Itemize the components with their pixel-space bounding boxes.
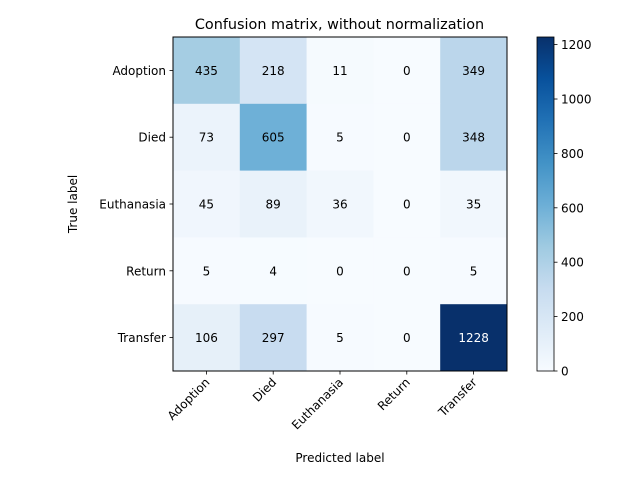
heatmap-cell <box>173 237 241 305</box>
heatmap-cell <box>373 37 441 105</box>
heatmap-cell <box>306 37 374 105</box>
cell-value-label: 218 <box>262 64 285 78</box>
cell-value-label: 605 <box>262 131 285 145</box>
heatmap-cell <box>239 170 308 238</box>
colorbar-tick-label: 1200 <box>561 38 592 52</box>
heatmap-cell <box>173 103 241 172</box>
heatmap-cell <box>373 237 441 305</box>
heatmap-cell <box>440 37 508 105</box>
cell-value-label: 5 <box>470 264 478 278</box>
colorbar-tick-label: 0 <box>561 365 569 379</box>
cell-value-label: 106 <box>195 331 218 345</box>
cell-value-label: 5 <box>336 131 344 145</box>
cell-value-label: 89 <box>266 198 281 212</box>
colorbar-tick-label: 200 <box>561 310 584 324</box>
heatmap-cell <box>173 304 241 372</box>
chart-title: Confusion matrix, without normalization <box>195 17 484 33</box>
cell-value-label: 73 <box>199 131 214 145</box>
heatmap-cell <box>440 170 508 238</box>
cell-value-label: 0 <box>403 131 411 145</box>
heatmap-cell <box>373 170 441 238</box>
y-axis-label: True label <box>66 175 80 234</box>
y-tick-label: Adoption <box>112 64 166 78</box>
cell-value-label: 0 <box>403 64 411 78</box>
cell-value-label: 0 <box>403 198 411 212</box>
y-tick-label: Euthanasia <box>99 198 166 212</box>
colorbar-tick-label: 400 <box>561 256 584 270</box>
cell-value-label: 5 <box>336 331 344 345</box>
cell-value-label: 11 <box>332 64 347 78</box>
heatmap-cell <box>239 237 308 305</box>
y-axis-ticks: Adoption Died Euthanasia Return Transfer <box>99 64 173 345</box>
heatmap-cell <box>173 37 241 105</box>
cell-value-label: 0 <box>336 264 344 278</box>
cell-value-label: 0 <box>403 264 411 278</box>
colorbar-tick-label: 600 <box>561 201 584 215</box>
y-tick-label: Transfer <box>117 331 166 345</box>
heatmap-cell <box>173 170 241 238</box>
heatmap-cell <box>440 304 508 372</box>
heatmap-cell <box>306 304 374 372</box>
heatmap-cell <box>306 103 374 172</box>
colorbar-tick-label: 800 <box>561 147 584 161</box>
cell-value-label: 5 <box>203 264 211 278</box>
x-axis-label: Predicted label <box>295 451 384 465</box>
cell-value-label: 36 <box>332 198 347 212</box>
heatmap-cell <box>373 304 441 372</box>
heatmap-cells: 435 218 11 0 349 73 605 5 0 348 45 89 36 0 35 5 4 0 0 5 106 2… <box>173 37 508 372</box>
heatmap-cell <box>239 103 308 172</box>
cell-value-label: 348 <box>462 131 485 145</box>
cell-value-label: 435 <box>195 64 218 78</box>
heatmap-cell <box>306 237 374 305</box>
heatmap-cell <box>239 304 308 372</box>
cell-value-label: 4 <box>269 264 277 278</box>
y-tick-label: Died <box>138 131 166 145</box>
heatmap-cell <box>440 103 508 172</box>
cell-value-label: 0 <box>403 331 411 345</box>
cell-value-label: 349 <box>462 64 485 78</box>
heatmap-cell <box>306 170 374 238</box>
colorbar: 0 200 400 600 800 1000 1200 <box>536 36 592 379</box>
cell-value-label: 45 <box>199 198 214 212</box>
y-tick-label: Return <box>126 264 166 278</box>
heatmap-cell <box>373 103 441 172</box>
colorbar-tick-label: 1000 <box>561 93 592 107</box>
heatmap-cell <box>239 37 308 105</box>
heatmap-cell <box>440 237 508 305</box>
cell-value-label: 1228 <box>458 331 489 345</box>
cell-value-label: 35 <box>466 198 481 212</box>
colorbar-gradient <box>536 36 555 372</box>
cell-value-label: 297 <box>262 331 285 345</box>
